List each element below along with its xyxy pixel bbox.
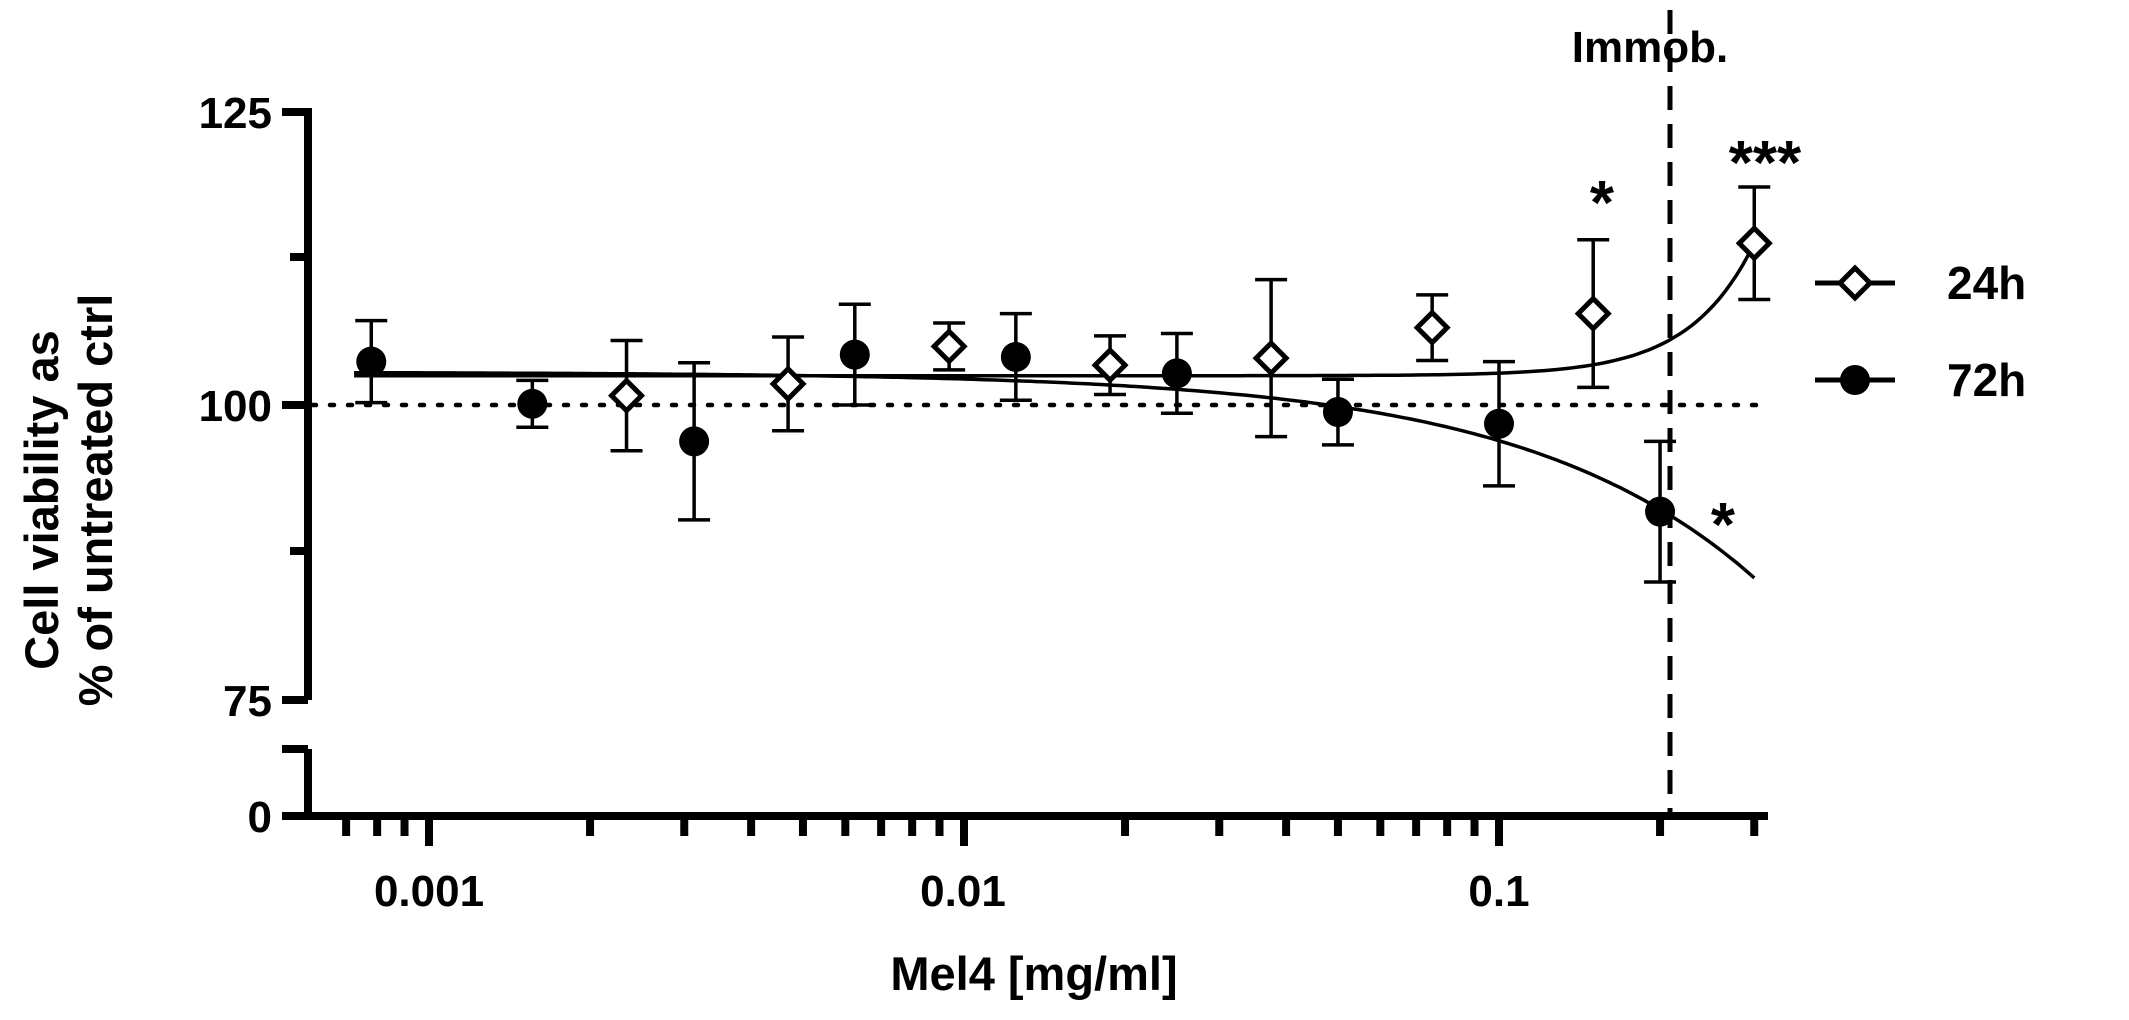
y-tick-label-0: 0	[248, 793, 272, 842]
data-markers	[356, 224, 1773, 527]
data-point-24h	[930, 327, 968, 365]
x-axis-title: Mel4 [mg/ml]	[890, 947, 1177, 1000]
data-point-72h	[1645, 496, 1676, 527]
data-point-72h	[839, 339, 870, 370]
significance-label-0.2: *	[1711, 491, 1736, 560]
legend-label-72h: 72h	[1947, 354, 2026, 406]
fit-curves	[354, 242, 1756, 580]
data-point-24h	[1413, 309, 1451, 347]
x-axis-ticks	[342, 816, 1759, 846]
data-point-72h	[1161, 358, 1192, 389]
y-axis-title-line-2: % of untreated ctrl	[69, 294, 122, 707]
data-point-24h	[1252, 339, 1290, 377]
legend: 24h 72h	[1815, 257, 2026, 406]
data-point-24h	[1735, 224, 1773, 262]
fit-curve-24h	[354, 242, 1756, 378]
y-tick-label-100: 100	[199, 382, 272, 431]
y-axis-title-line-1: Cell viability as	[15, 330, 68, 670]
data-point-72h	[679, 426, 710, 457]
legend-marker-24h	[1836, 264, 1874, 302]
x-tick-label-0.1: 0.1	[1468, 867, 1529, 916]
significance-label-0.3: ***	[1729, 129, 1802, 198]
x-tick-label-0.001: 0.001	[374, 867, 484, 916]
immobilization-label: Immob.	[1572, 23, 1728, 72]
data-point-72h	[1484, 408, 1514, 439]
significance-label-0.15: *	[1590, 169, 1615, 238]
data-point-24h	[607, 377, 646, 415]
y-axis-ticks	[282, 108, 308, 820]
error-bars	[355, 185, 1771, 584]
data-point-24h	[769, 365, 807, 403]
legend-marker-72h	[1840, 365, 1870, 395]
x-tick-label-0.01: 0.01	[920, 867, 1006, 916]
data-point-72h	[356, 346, 387, 377]
y-axis-title: Cell viability as % of untreated ctrl	[15, 294, 122, 707]
data-point-72h	[517, 388, 548, 419]
y-tick-label-125: 125	[199, 89, 272, 138]
legend-label-24h: 24h	[1947, 257, 2026, 309]
data-point-24h	[1574, 295, 1612, 333]
data-point-24h	[1091, 346, 1129, 384]
data-point-72h	[1000, 341, 1031, 372]
fit-curve-72h	[354, 370, 1756, 580]
y-tick-label-75: 75	[223, 677, 272, 726]
data-point-72h	[1322, 397, 1353, 428]
